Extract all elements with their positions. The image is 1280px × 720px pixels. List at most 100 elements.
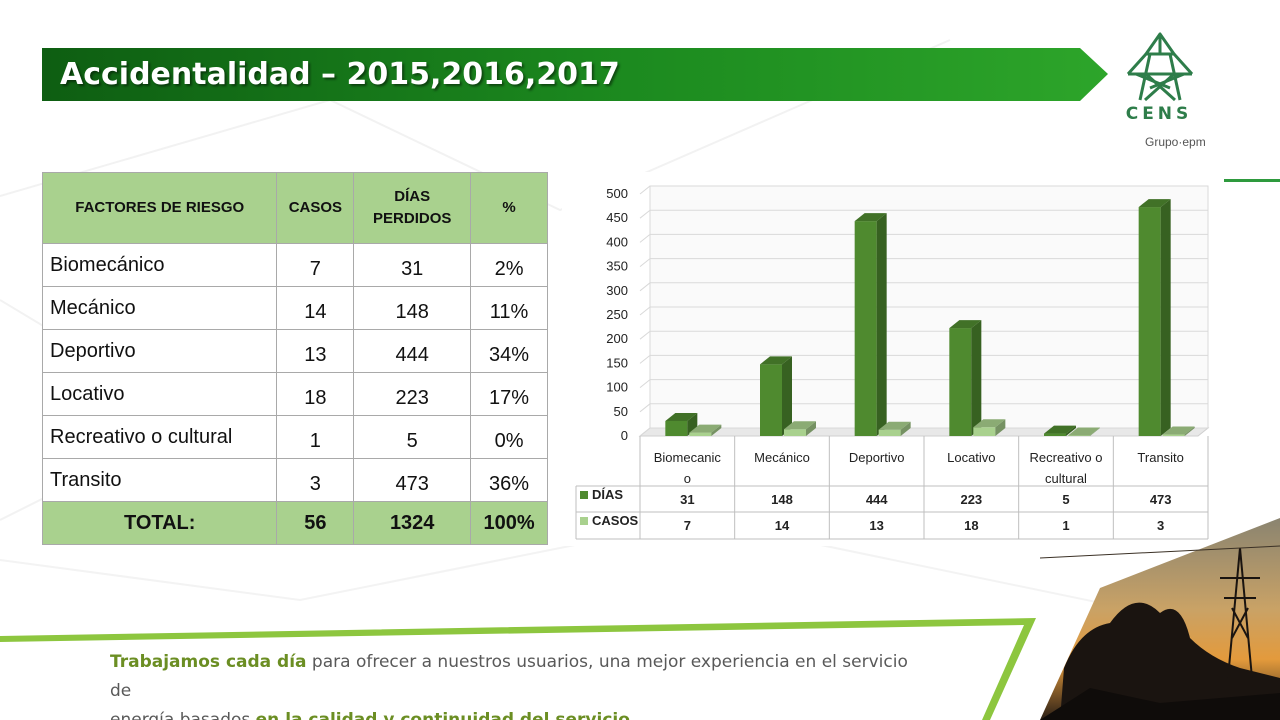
header-dias-line2: PERDIDOS	[373, 210, 452, 227]
legend-label: DÍAS	[592, 487, 623, 502]
legend-swatch	[580, 491, 588, 499]
power-tower-icon	[1126, 32, 1194, 102]
x-category-label: Transito	[1137, 450, 1183, 465]
cell-factor: Biomecánico	[41, 243, 278, 287]
bar-top	[784, 421, 816, 430]
y-tick-label: 350	[606, 259, 628, 274]
sunset-photo	[1040, 518, 1280, 720]
bar-front	[665, 420, 688, 436]
bar-top	[973, 419, 1006, 428]
header-dias: DÍAS PERDIDOS	[353, 172, 472, 244]
logo-group: Grupo·epm	[1145, 135, 1206, 149]
gridline	[639, 282, 1208, 292]
cell-casos: 18	[276, 372, 355, 416]
legend-swatch	[580, 517, 588, 525]
y-tick-label: 500	[606, 186, 628, 201]
footer-line2-bold: en la calidad y continuidad del servicio	[255, 710, 630, 720]
data-label: 13	[869, 518, 883, 533]
cell-dias: 444	[353, 329, 472, 373]
divider	[1222, 179, 1280, 182]
gridline	[639, 403, 1208, 413]
y-tick-label: 300	[606, 283, 628, 298]
y-tick-label: 50	[614, 404, 628, 419]
bar-side	[995, 419, 1006, 436]
header-dias-line1: DÍAS	[394, 188, 431, 205]
y-tick-label: 150	[606, 355, 628, 370]
bar-top	[760, 356, 792, 365]
bar-side	[971, 320, 982, 436]
cell-pct: 0%	[470, 415, 548, 459]
gridline	[639, 209, 1208, 219]
bar-side	[782, 356, 792, 436]
y-tick-label: 250	[606, 307, 628, 322]
bar-top	[854, 213, 887, 222]
total-dias: 1324	[353, 501, 472, 545]
y-tick-label: 200	[606, 331, 628, 346]
header-pct: %	[470, 172, 548, 244]
total-label: TOTAL:	[41, 501, 278, 545]
bar-chart: 0 50 100 150 200 250 300 350 400 450 500 Biomecanic…	[562, 172, 1224, 546]
total-pct: 100%	[470, 501, 548, 545]
cell-factor: Deportivo	[41, 329, 278, 373]
cell-pct: 11%	[470, 286, 548, 330]
bar-front	[1044, 433, 1066, 436]
bar-side	[687, 412, 698, 436]
data-label: 5	[1062, 492, 1069, 507]
logo-name: CENS	[1125, 104, 1193, 124]
data-label: 1	[1062, 518, 1069, 533]
cell-factor: Transito	[41, 458, 278, 502]
bar-side	[1160, 199, 1171, 436]
chart-canvas: 0 50 100 150 200 250 300 350 400 450 500 Biomecanic…	[575, 185, 1210, 540]
footer-line2-start: energía basados	[110, 710, 256, 720]
data-label: 7	[684, 518, 691, 533]
cell-dias: 148	[353, 286, 472, 330]
bar-side	[900, 421, 911, 436]
bar-side	[876, 213, 887, 436]
gridline	[639, 185, 1208, 195]
bar-top	[1068, 427, 1100, 436]
cell-casos: 3	[276, 458, 355, 502]
x-category-label: Biomecanic	[654, 450, 722, 465]
bar-top	[689, 424, 722, 433]
gridline	[639, 306, 1208, 316]
gridline	[639, 379, 1208, 388]
bar-front	[878, 429, 901, 436]
bar-top	[878, 421, 911, 430]
total-casos: 56	[276, 501, 355, 545]
table-row: Deportivo 13 444 34%	[41, 329, 548, 373]
table-row: Biomecánico 7 31 2%	[41, 243, 548, 287]
data-label: 3	[1157, 518, 1164, 533]
table-total-row: TOTAL: 56 1324 100%	[41, 501, 548, 545]
bar-front	[949, 328, 972, 436]
footer-message: Trabajamos cada día para ofrecer a nuest…	[110, 648, 930, 720]
footer-line1-rest: para ofrecer a nuestros usuarios, una me…	[110, 652, 908, 701]
x-category-label: Recreativo o	[1030, 450, 1103, 465]
bar-front	[689, 432, 712, 436]
bar-front	[760, 364, 782, 436]
bar-side	[806, 421, 816, 436]
footer-line2-end: .	[629, 710, 636, 720]
bar-top	[665, 412, 698, 421]
bar-side	[1066, 425, 1076, 436]
data-label: 31	[680, 492, 694, 507]
cell-casos: 13	[276, 329, 355, 373]
y-tick-label: 100	[606, 380, 628, 395]
cell-factor: Locativo	[41, 372, 278, 416]
cell-casos: 7	[276, 243, 355, 287]
cell-dias: 31	[353, 243, 472, 287]
x-category-label: Mecánico	[754, 450, 810, 465]
title-banner	[42, 48, 1108, 101]
table-header-row: FACTORES DE RIESGO CASOS DÍAS PERDIDOS %	[41, 172, 548, 244]
cell-factor: Recreativo o cultural	[41, 415, 278, 459]
cell-pct: 17%	[470, 372, 548, 416]
bar-top	[949, 320, 982, 329]
bar-top	[1044, 425, 1076, 434]
cell-pct: 34%	[470, 329, 548, 373]
y-tick-label: 0	[621, 428, 628, 443]
data-label: 444	[866, 492, 888, 507]
header-casos: CASOS	[276, 172, 355, 244]
table-row: Recreativo o cultural 1 5 0%	[41, 415, 548, 459]
cell-dias: 5	[353, 415, 472, 459]
bar-front	[854, 221, 877, 436]
cell-casos: 14	[276, 286, 355, 330]
